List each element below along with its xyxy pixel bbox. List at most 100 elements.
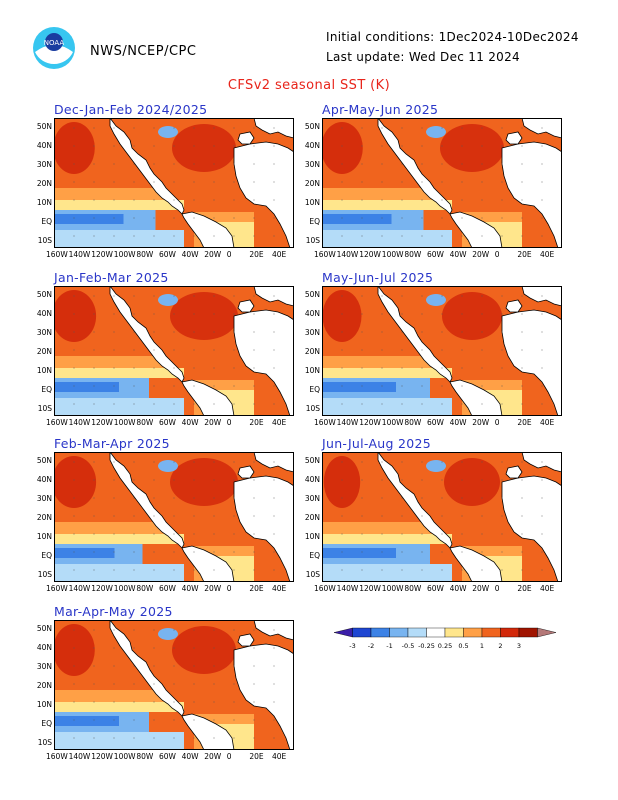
grid-dot [93,217,95,219]
grid-dot [381,569,383,571]
lat-label: 30N [304,160,320,169]
grid-dot [501,145,503,147]
grid-dot [341,569,343,571]
grid-dot [341,551,343,553]
grid-dot [441,295,443,297]
grid-dot [541,295,543,297]
lat-label: EQ [41,719,52,728]
grid-dot [361,295,363,297]
grid-dot [421,181,423,183]
lat-label: 20N [36,681,52,690]
lon-label: 140W [336,584,359,593]
grid-dot [253,701,255,703]
agency-label: NWS/NCEP/CPC [90,44,197,59]
grid-dot [133,665,135,667]
grid-dot [233,331,235,333]
grid-dot [253,683,255,685]
grid-dot [481,515,483,517]
grid-dot [273,683,275,685]
grid-dot [153,217,155,219]
anomaly-warm-atlantic [442,292,502,340]
grid-dot [113,569,115,571]
grid-dot [213,461,215,463]
lat-label: 30N [36,494,52,503]
grid-dot [133,127,135,129]
grid-dot [73,181,75,183]
grid-dot [193,569,195,571]
anomaly-warm-atlantic [440,124,504,172]
grid-dot [93,331,95,333]
grid-dot [253,569,255,571]
grid-dot [481,479,483,481]
lat-label: 40N [304,141,320,150]
grid-dot [401,127,403,129]
lon-label: 140W [68,418,91,427]
grid-dot [93,569,95,571]
grid-dot [93,127,95,129]
grid-dot [273,533,275,535]
panel-title-jfm: Jan-Feb-Mar 2025 [54,270,169,285]
grid-dot [501,163,503,165]
grid-dot [541,497,543,499]
grid-dot [193,217,195,219]
grid-dot [193,385,195,387]
grid-dot [381,235,383,237]
grid-dot [173,683,175,685]
lat-label: 10N [304,366,320,375]
grid-dot [441,331,443,333]
grid-dot [501,533,503,535]
grid-dot [401,235,403,237]
grid-dot [361,313,363,315]
grid-dot [273,313,275,315]
grid-dot [133,385,135,387]
anomaly-cool-labrador [426,294,446,306]
anomaly-warm-atlantic [170,292,238,340]
grid-dot [93,145,95,147]
colorbar-label: -2 [368,642,374,650]
grid-dot [381,497,383,499]
colorbar-label: -0.5 [402,642,415,650]
grid-dot [233,629,235,631]
grid-dot [113,497,115,499]
grid-dot [401,349,403,351]
land-iberia [237,633,255,647]
grid-dot [213,163,215,165]
grid-dot [481,569,483,571]
grid-dot [521,551,523,553]
grid-dot [521,497,523,499]
colorbar-swatch [426,627,446,638]
grid-dot [193,737,195,739]
lon-label: 100W [381,584,404,593]
grid-dot [233,217,235,219]
grid-dot [421,127,423,129]
grid-dot [133,551,135,553]
lat-label: 10N [36,366,52,375]
lat-label: 40N [36,309,52,318]
noaa-logo-icon: NOAA [33,27,75,69]
page-title: CFSv2 seasonal SST (K) [227,78,391,93]
grid-dot [501,331,503,333]
grid-dot [173,701,175,703]
grid-dot [153,295,155,297]
grid-dot [461,479,463,481]
grid-dot [73,403,75,405]
grid-dot [213,403,215,405]
grid-dot [521,163,523,165]
grid-dot [73,737,75,739]
grid-dot [341,181,343,183]
grid-dot [381,349,383,351]
grid-dot [381,163,383,165]
grid-dot [253,127,255,129]
grid-dot [253,217,255,219]
anomaly-south [322,398,452,416]
grid-dot [133,701,135,703]
grid-dot [193,199,195,201]
grid-dot [113,163,115,165]
grid-dot [213,515,215,517]
grid-dot [481,551,483,553]
grid-dot [273,367,275,369]
anomaly-warm-pacific [54,122,95,174]
grid-dot [213,331,215,333]
grid-dot [481,127,483,129]
lon-label: 60W [427,250,444,259]
